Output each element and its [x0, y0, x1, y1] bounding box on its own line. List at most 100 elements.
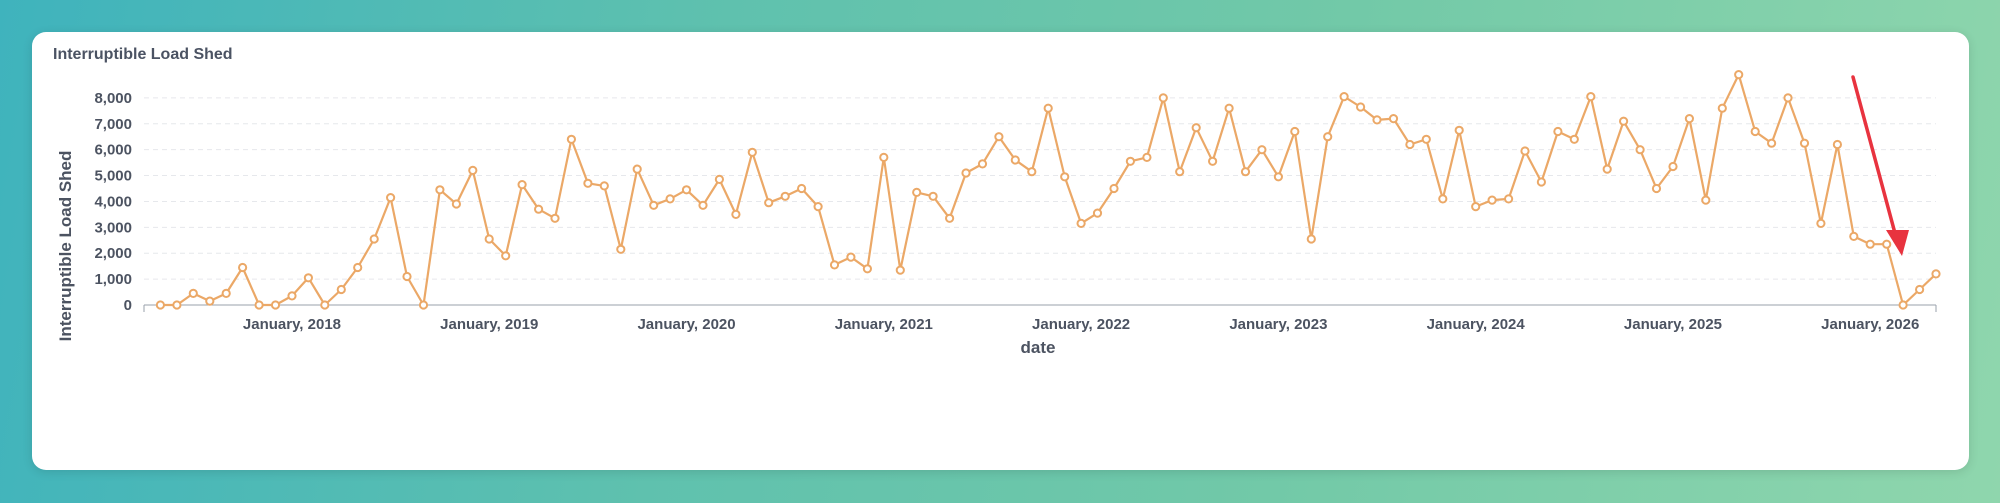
data-point[interactable]	[1356, 102, 1366, 112]
data-point[interactable]	[879, 152, 889, 163]
data-point[interactable]	[846, 252, 856, 262]
data-point[interactable]	[1388, 114, 1399, 124]
data-point[interactable]	[402, 271, 412, 282]
data-point[interactable]	[1536, 177, 1547, 187]
data-point[interactable]	[632, 164, 642, 174]
data-point[interactable]	[1684, 114, 1695, 124]
data-point[interactable]	[1569, 134, 1579, 144]
data-point[interactable]	[1668, 161, 1678, 172]
data-point[interactable]	[468, 165, 478, 175]
data-point[interactable]	[172, 300, 182, 310]
data-point[interactable]	[451, 199, 461, 209]
data-point[interactable]	[369, 234, 379, 244]
data-point[interactable]	[155, 300, 165, 310]
data-point[interactable]	[1849, 231, 1859, 241]
data-point[interactable]	[1240, 167, 1251, 177]
data-point[interactable]	[698, 200, 708, 210]
data-point[interactable]	[764, 198, 774, 208]
data-point[interactable]	[599, 181, 609, 191]
data-point[interactable]	[1076, 218, 1086, 228]
data-point[interactable]	[1832, 139, 1843, 150]
data-point[interactable]	[1273, 172, 1284, 182]
data-point[interactable]	[780, 191, 790, 201]
data-point[interactable]	[501, 251, 511, 261]
data-point[interactable]	[1553, 126, 1563, 137]
data-point[interactable]	[1027, 167, 1037, 177]
data-point[interactable]	[353, 262, 363, 273]
data-point[interactable]	[1734, 70, 1744, 80]
data-point[interactable]	[287, 291, 297, 301]
data-point[interactable]	[1405, 139, 1415, 150]
data-point[interactable]	[188, 288, 198, 298]
data-point[interactable]	[1175, 167, 1185, 177]
data-point[interactable]	[205, 296, 215, 306]
data-point[interactable]	[583, 178, 593, 188]
data-point[interactable]	[862, 264, 873, 274]
data-point[interactable]	[270, 300, 281, 310]
data-point[interactable]	[895, 265, 905, 275]
data-point[interactable]	[1060, 172, 1070, 182]
data-point[interactable]	[1208, 156, 1218, 166]
data-point[interactable]	[1290, 126, 1300, 137]
data-point[interactable]	[517, 180, 527, 190]
data-point[interactable]	[303, 273, 313, 283]
data-point[interactable]	[1520, 146, 1530, 156]
data-point[interactable]	[1717, 103, 1727, 113]
data-point[interactable]	[1865, 239, 1875, 249]
data-point[interactable]	[797, 183, 807, 194]
data-point[interactable]	[1701, 195, 1711, 205]
data-point[interactable]	[1750, 126, 1760, 137]
data-point[interactable]	[961, 168, 971, 178]
data-point[interactable]	[1224, 103, 1234, 113]
data-point[interactable]	[435, 185, 445, 195]
data-point[interactable]	[945, 213, 955, 223]
data-point[interactable]	[1010, 155, 1020, 165]
data-point[interactable]	[1109, 183, 1119, 194]
data-point[interactable]	[320, 300, 330, 310]
data-point[interactable]	[1586, 92, 1596, 102]
data-point[interactable]	[616, 244, 626, 254]
data-point[interactable]	[1158, 93, 1168, 103]
data-point[interactable]	[221, 288, 231, 298]
data-point[interactable]	[1619, 116, 1629, 126]
data-point[interactable]	[1915, 284, 1925, 295]
data-point[interactable]	[1635, 145, 1645, 155]
data-point[interactable]	[1767, 138, 1777, 148]
data-point[interactable]	[1783, 93, 1793, 103]
data-point[interactable]	[1898, 300, 1908, 310]
data-point[interactable]	[1043, 103, 1053, 113]
data-point[interactable]	[1931, 269, 1941, 279]
data-point[interactable]	[1504, 194, 1514, 204]
data-point[interactable]	[1142, 152, 1152, 163]
data-point[interactable]	[1438, 194, 1448, 204]
data-point[interactable]	[731, 209, 741, 219]
data-point[interactable]	[238, 262, 248, 273]
data-point[interactable]	[1339, 92, 1349, 102]
data-point[interactable]	[386, 193, 396, 203]
data-point[interactable]	[1651, 183, 1662, 194]
data-point[interactable]	[550, 213, 560, 223]
data-point[interactable]	[1799, 138, 1810, 148]
data-point[interactable]	[1191, 123, 1201, 133]
data-point[interactable]	[994, 132, 1004, 142]
data-point[interactable]	[665, 194, 675, 204]
data-point[interactable]	[829, 260, 840, 270]
data-point[interactable]	[1257, 145, 1267, 155]
data-point[interactable]	[1816, 218, 1826, 228]
data-point[interactable]	[418, 300, 429, 310]
data-point[interactable]	[1125, 156, 1136, 166]
data-point[interactable]	[1306, 234, 1316, 244]
data-point[interactable]	[813, 202, 823, 212]
data-point[interactable]	[1471, 202, 1481, 212]
data-point[interactable]	[1454, 125, 1464, 135]
data-point[interactable]	[1421, 134, 1431, 144]
data-point[interactable]	[1882, 239, 1892, 249]
data-point[interactable]	[1092, 208, 1103, 218]
data-point[interactable]	[1487, 195, 1497, 205]
data-point[interactable]	[1372, 115, 1382, 125]
data-point[interactable]	[649, 200, 659, 210]
data-point[interactable]	[1323, 132, 1333, 142]
data-point[interactable]	[336, 284, 346, 295]
data-point[interactable]	[977, 159, 988, 169]
data-point[interactable]	[747, 147, 757, 157]
